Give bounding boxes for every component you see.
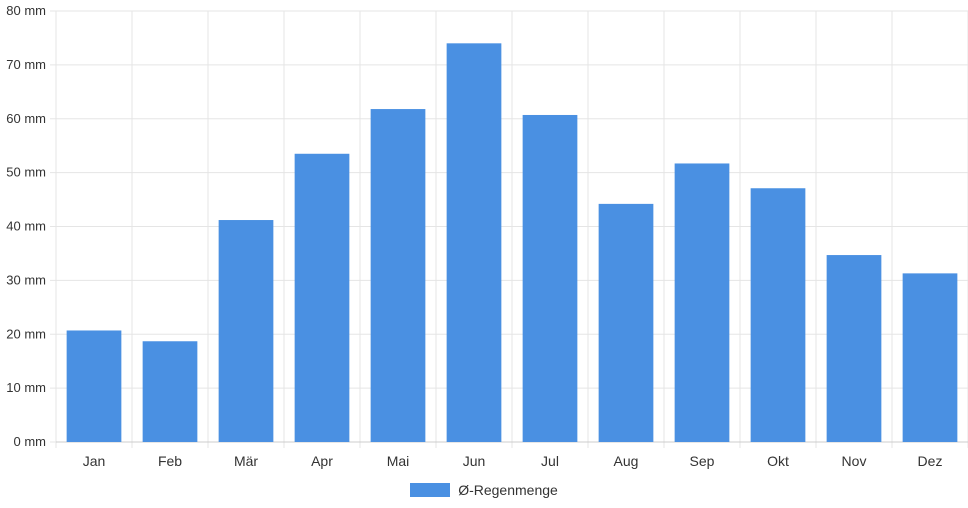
x-tick-label: Mär	[234, 453, 258, 469]
bar-mär[interactable]	[218, 220, 274, 442]
grid-layer	[50, 10, 968, 448]
bar-apr[interactable]	[294, 153, 350, 443]
y-tick-label: 40 mm	[6, 219, 46, 234]
legend-swatch	[410, 483, 451, 497]
labels-layer: 0 mm 10 mm 20 mm 30 mm 40 mm 50 mm 60 mm 70 mm 8…	[6, 3, 942, 469]
y-tick-label: 50 mm	[6, 165, 46, 180]
y-tick-label: 0 mm	[14, 434, 47, 449]
bar-nov[interactable]	[826, 255, 882, 442]
y-tick-label: 10 mm	[6, 380, 46, 395]
bar-feb[interactable]	[142, 341, 198, 442]
x-tick-label: Jan	[83, 453, 106, 469]
bar-chart-svg: 0 mm 10 mm 20 mm 30 mm 40 mm 50 mm 60 mm 70 mm 8…	[6, 3, 968, 469]
x-tick-label: Aug	[614, 453, 639, 469]
bar-jun[interactable]	[446, 43, 502, 442]
y-tick-label: 20 mm	[6, 326, 46, 341]
legend-label: Ø-Regenmenge	[458, 482, 558, 498]
bar-dez[interactable]	[902, 273, 958, 442]
y-tick-label: 60 mm	[6, 111, 46, 126]
bars-layer	[66, 43, 958, 443]
x-tick-label: Sep	[690, 453, 715, 469]
x-tick-label: Apr	[311, 453, 333, 469]
bar-jan[interactable]	[66, 330, 122, 442]
bar-jul[interactable]	[522, 114, 578, 442]
y-tick-label: 70 mm	[6, 57, 46, 72]
bar-aug[interactable]	[598, 203, 654, 442]
x-tick-label: Feb	[158, 453, 182, 469]
bar-sep[interactable]	[674, 163, 730, 442]
x-tick-label: Dez	[918, 453, 943, 469]
x-tick-label: Jun	[463, 453, 486, 469]
y-tick-label: 30 mm	[6, 272, 46, 287]
legend[interactable]: Ø-Regenmenge	[0, 480, 968, 500]
x-tick-label: Jul	[541, 453, 559, 469]
x-tick-label: Mai	[387, 453, 410, 469]
x-tick-label: Nov	[842, 453, 867, 469]
bar-okt[interactable]	[750, 188, 806, 442]
x-tick-label: Okt	[767, 453, 789, 469]
bar-mai[interactable]	[370, 109, 426, 443]
y-tick-label: 80 mm	[6, 3, 46, 18]
